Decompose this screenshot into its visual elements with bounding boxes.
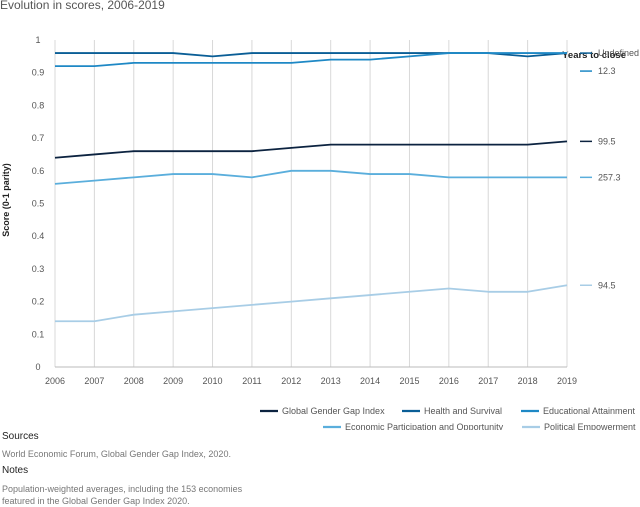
legend: Global Gender Gap Index Health and Surviv… <box>260 406 636 430</box>
y-tick-label: 0.4 <box>32 231 45 241</box>
sources-heading: Sources <box>2 431 39 442</box>
years-to-close-value: 257.3 <box>598 172 621 182</box>
legend-item: Economic Participation and Opportunity <box>323 422 504 430</box>
x-tick-label: 2011 <box>242 376 261 386</box>
series-line-economic-participation-and-opportunity <box>54 169 567 185</box>
grid <box>54 40 568 368</box>
notes-text-line-2: featured in the Global Gender Gap Index … <box>2 496 190 506</box>
y-tick-label: 0.3 <box>32 264 45 274</box>
legend-item: Global Gender Gap Index <box>260 406 385 416</box>
notes-heading: Notes <box>2 465 29 476</box>
x-tick-label: 2017 <box>478 376 498 386</box>
legend-item: Educational Attainment <box>521 406 636 416</box>
y-tick-labels: 0 0.1 0.2 0.3 0.4 0.5 0.6 0.7 0.8 0.9 1 <box>32 35 45 372</box>
x-tick-label: 2013 <box>321 376 341 386</box>
years-to-close-value: 99.5 <box>598 136 616 146</box>
y-tick-label: 0.8 <box>32 100 45 110</box>
series-lines <box>54 52 568 323</box>
legend-label: Global Gender Gap Index <box>282 406 385 416</box>
x-tick-label: 2007 <box>84 376 104 386</box>
y-axis-label: Score (0-1 parity) <box>1 163 11 237</box>
series-line-global-gender-gap-index <box>54 140 568 159</box>
y-tick-label: 0.9 <box>32 68 45 78</box>
years-to-close-value: Undefined <box>598 48 639 58</box>
legend-item: Political Empowerment <box>522 422 636 430</box>
y-tick-label: 0.2 <box>32 297 45 307</box>
y-tick-label: 1 <box>35 35 40 45</box>
y-tick-label: 0.1 <box>32 329 45 339</box>
legend-label: Economic Participation and Opportunity <box>345 422 504 430</box>
legend-label: Health and Survival <box>424 406 502 416</box>
x-tick-label: 2008 <box>124 376 144 386</box>
x-tick-label: 2019 <box>557 376 577 386</box>
x-tick-label: 2006 <box>45 376 65 386</box>
years-to-close-heading: Years to close <box>562 50 626 61</box>
years-to-close-annotations: Undefined 12.3 99.5 257.3 94.5 <box>580 48 639 290</box>
notes-text-line-1: Population-weighted averages, including … <box>2 484 243 494</box>
years-to-close-value: 94.5 <box>598 280 616 290</box>
x-tick-label: 2015 <box>399 376 419 386</box>
years-to-close-value: 12.3 <box>598 66 616 76</box>
series-line-political-empowerment <box>55 284 568 323</box>
y-tick-label: 0.7 <box>32 133 45 143</box>
legend-item: Health and Survival <box>402 406 502 416</box>
x-tick-label: 2012 <box>281 376 301 386</box>
x-tick-label: 2014 <box>360 376 380 386</box>
x-tick-label: 2016 <box>439 376 459 386</box>
y-tick-label: 0.5 <box>32 199 45 209</box>
legend-label: Educational Attainment <box>543 406 636 416</box>
y-tick-label: 0.6 <box>32 166 45 176</box>
chart-title: Evolution in scores, 2006-2019 <box>0 0 165 12</box>
sources-text: World Economic Forum, Global Gender Gap … <box>2 449 231 459</box>
x-tick-label: 2018 <box>518 376 538 386</box>
x-tick-labels: 2006 2007 2008 2009 2010 2011 2012 2013 2014 2015… <box>45 376 577 386</box>
line-chart: Evolution in scores, 2006-2019 Score (0-… <box>0 0 639 430</box>
legend-label: Political Empowerment <box>544 422 636 430</box>
series-line-educational-attainment <box>55 52 567 68</box>
x-tick-label: 2010 <box>203 376 223 386</box>
y-tick-label: 0 <box>35 362 40 372</box>
x-tick-label: 2009 <box>163 376 183 386</box>
